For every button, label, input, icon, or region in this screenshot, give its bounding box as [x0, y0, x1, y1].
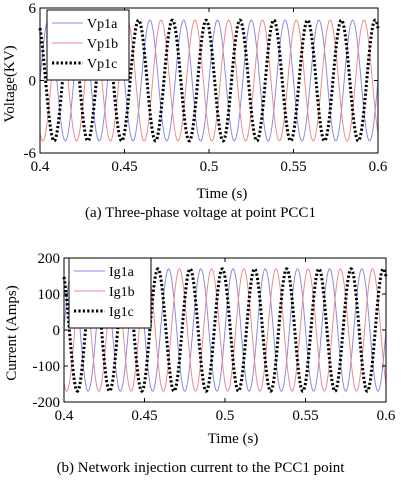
y-tick-label: -100: [33, 359, 61, 375]
plot-area: 0.4 0.45 0.5 0.55 0.6 -200 -100 0 100 200 Ig1a Ig1b…: [33, 251, 396, 424]
x-tick-label: 0.55: [292, 408, 318, 424]
x-tick-label: 0.5: [200, 159, 219, 175]
series-line-ig1c: [62, 267, 388, 393]
y-tick-label: 0: [29, 74, 37, 90]
current-chart: 0.4 0.45 0.5 0.55 0.6 -200 -100 0 100 200 Ig1a Ig1b…: [4, 251, 396, 447]
x-tick-label: 0.55: [280, 159, 306, 175]
x-tick-label: 0.5: [216, 408, 235, 424]
legend-label-ig1c: Ig1c: [109, 305, 134, 320]
legend-label-vp1b: Vp1b: [87, 37, 118, 52]
legend-label-ig1a: Ig1a: [109, 265, 135, 280]
legend: Ig1a Ig1b Ig1c: [68, 257, 152, 329]
x-tick-label: 0.45: [111, 159, 137, 175]
x-tick-label: 0.4: [31, 159, 50, 175]
caption-current: (b) Network injection current to the PCC…: [56, 460, 345, 476]
y-tick-label: -200: [33, 395, 61, 411]
legend-label-ig1b: Ig1b: [109, 285, 135, 300]
voltage-chart: 0.4 0.45 0.5 0.55 0.6 -6 0 6 Vp1a Vp1b Vp1c Voltag…: [2, 1, 388, 202]
x-tick-label: 0.6: [377, 408, 396, 424]
series-line-vp1c: [38, 18, 380, 143]
legend-label-vp1c: Vp1c: [87, 57, 117, 72]
legend: Vp1a Vp1b Vp1c: [46, 9, 130, 81]
x-axis-label: Time (s): [208, 431, 259, 447]
y-tick-label: 6: [29, 1, 37, 17]
plot-area: 0.4 0.45 0.5 0.55 0.6 -6 0 6 Vp1a Vp1b Vp1c: [24, 1, 388, 175]
caption-voltage: (a) Three-phase voltage at point PCC1: [85, 205, 316, 221]
legend-box: [68, 257, 152, 329]
series-line-vp1a: [39, 19, 379, 142]
legend-box: [46, 9, 130, 81]
y-axis-label: Current (Amps): [4, 285, 20, 380]
x-axis-label: Time (s): [197, 186, 248, 202]
y-axis-label: Voltage(KV): [2, 45, 18, 122]
y-tick-label: 0: [53, 323, 61, 339]
y-tick-label: 100: [38, 287, 61, 303]
legend-label-vp1a: Vp1a: [87, 17, 118, 32]
x-tick-label: 0.4: [55, 408, 74, 424]
x-tick-label: 0.6: [369, 159, 388, 175]
x-tick-label: 0.45: [131, 408, 157, 424]
y-tick-label: 200: [38, 251, 61, 267]
y-tick-label: -6: [24, 146, 37, 162]
series-line-ig1a: [63, 268, 387, 392]
